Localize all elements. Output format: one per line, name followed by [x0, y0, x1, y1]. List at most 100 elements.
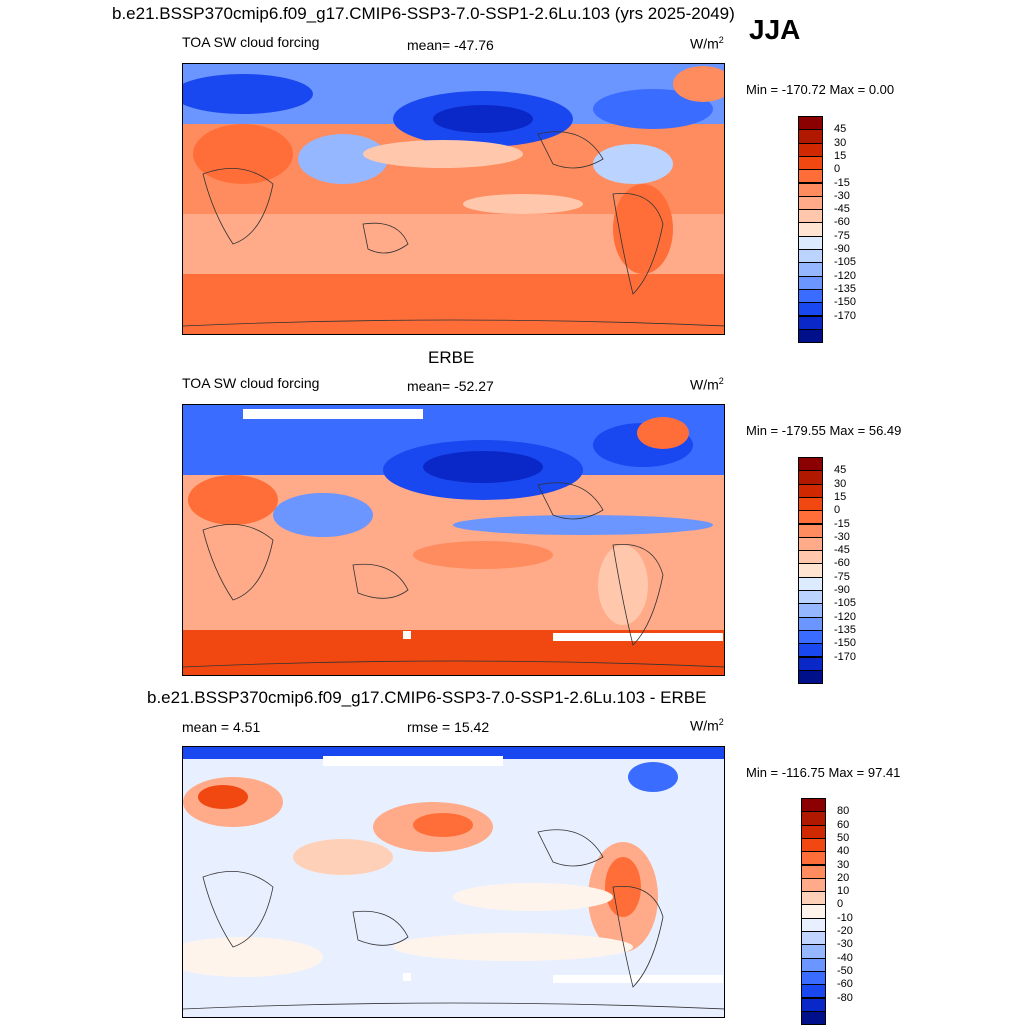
colorbar-swatch	[801, 997, 826, 1012]
colorbar-tick-label: 45	[834, 464, 847, 477]
colorbar-tick-label: -15	[834, 517, 850, 530]
season-label: JJA	[749, 14, 801, 45]
colorbar-tick-label: 40	[837, 845, 850, 858]
colorbar-swatch	[798, 510, 823, 525]
colorbar-tick-label: -30	[837, 938, 853, 951]
colorbar-tick-label: -170	[834, 650, 857, 663]
colorbar-swatch	[801, 891, 826, 906]
units-label: W/m2	[690, 35, 724, 52]
colorbar-swatch	[798, 195, 823, 211]
colorbar-tick-label: -20	[837, 925, 853, 937]
colorbar-tick-label: 0	[834, 504, 841, 517]
variable-label: TOA SW cloud forcing	[182, 34, 320, 50]
colorbar-tick-label: 30	[834, 136, 847, 149]
colorbar-swatch	[798, 169, 823, 184]
colorbar-swatch	[801, 917, 826, 932]
colorbar-swatch	[798, 483, 823, 498]
colorbar-tick-label: -120	[834, 269, 857, 282]
colorbar-tick-label: 20	[837, 871, 850, 884]
colorbar-swatch	[798, 643, 823, 658]
colorbar-swatch	[798, 656, 823, 671]
mean-label: mean= -47.76	[407, 37, 494, 53]
colorbar-swatch	[798, 536, 823, 552]
colorbar-swatch	[798, 669, 823, 685]
map-diff	[182, 746, 725, 1018]
colorbar-swatch	[798, 116, 823, 131]
colorbar-swatch	[798, 222, 823, 237]
colorbar-swatch	[798, 209, 823, 224]
map-model-field	[183, 64, 724, 334]
colorbar-tick-label: -40	[837, 951, 853, 964]
colorbar-tick-label: -50	[837, 964, 853, 977]
colorbar-tick-label: -60	[834, 216, 850, 229]
colorbar-tick-label: 30	[834, 477, 847, 490]
colorbar-swatch	[798, 262, 823, 277]
colorbar-tick-label: -120	[834, 610, 857, 623]
variable-label: TOA SW cloud forcing	[182, 375, 320, 391]
minmax-label: Min = -116.75 Max = 97.41	[746, 765, 901, 780]
colorbar-swatch	[801, 811, 826, 826]
units-label: W/m2	[690, 376, 724, 393]
colorbar-swatch	[798, 288, 823, 304]
colorbar-tick-label: -60	[837, 978, 853, 991]
colorbar-swatch	[801, 1010, 826, 1025]
units-label: W/m2	[690, 717, 724, 734]
colorbar-swatch	[798, 155, 823, 171]
colorbar-swatch	[801, 944, 826, 959]
colorbar-tick-label: -105	[834, 256, 857, 269]
colorbar-tick-label: 15	[834, 149, 847, 162]
colorbar-swatch	[801, 984, 826, 999]
colorbar-tick-label: -10	[837, 911, 853, 924]
colorbar-tick-label: -30	[834, 189, 850, 202]
colorbar-tick-label: 45	[834, 123, 847, 136]
colorbar-swatch	[798, 576, 823, 591]
mean-label: mean = 4.51	[182, 719, 261, 735]
colorbar-tick-label: -45	[834, 203, 850, 216]
colorbar-swatch	[801, 957, 826, 972]
colorbar-swatch	[801, 877, 826, 893]
colorbar-swatch	[798, 129, 823, 144]
map-obs	[182, 404, 725, 676]
colorbar-swatch	[798, 603, 823, 618]
colorbar-swatch	[798, 523, 823, 538]
colorbar-tick-label: -105	[834, 597, 857, 610]
colorbar-swatch	[801, 970, 826, 986]
colorbar-swatch	[801, 864, 826, 879]
map-obs-field	[183, 405, 724, 675]
colorbar-swatch	[798, 315, 823, 330]
colorbar-swatch	[798, 563, 823, 578]
colorbar-swatch	[798, 629, 823, 645]
colorbar-tick-label: -150	[834, 296, 857, 309]
colorbar-tick-label: -45	[834, 544, 850, 557]
mean-label: mean= -52.27	[407, 378, 494, 394]
colorbar-tick-label: -90	[834, 243, 850, 255]
colorbar-swatch	[801, 931, 826, 946]
colorbar-tick-label: 0	[834, 163, 841, 176]
colorbar-tick-label: 60	[837, 818, 850, 831]
colorbar-swatch	[798, 249, 823, 264]
colorbar-swatch	[798, 328, 823, 344]
colorbar-tick-label: -170	[834, 309, 857, 322]
colorbar-swatch	[798, 616, 823, 631]
colorbar-tick-label: -30	[834, 530, 850, 543]
colorbar-tick-label: 15	[834, 490, 847, 503]
map-diff-field	[183, 747, 724, 1017]
colorbar-swatch	[801, 837, 826, 853]
colorbar-swatch	[798, 302, 823, 317]
minmax-label: Min = -179.55 Max = 56.49	[746, 423, 902, 438]
colorbar-tick-label: -135	[834, 282, 857, 295]
colorbar-swatch	[798, 590, 823, 605]
model-title: b.e21.BSSP370cmip6.f09_g17.CMIP6-SSP3-7.…	[112, 4, 735, 23]
colorbar-tick-label: -150	[834, 637, 857, 650]
colorbar-swatch	[798, 182, 823, 197]
colorbar-tick-label: 30	[837, 858, 850, 871]
colorbar-tick-label: -75	[834, 229, 850, 242]
colorbar-swatch	[798, 275, 823, 290]
colorbar-tick-label: -80	[837, 991, 853, 1004]
panel-title: b.e21.BSSP370cmip6.f09_g17.CMIP6-SSP3-7.…	[147, 688, 707, 707]
colorbar-tick-label: 10	[837, 885, 850, 898]
colorbar-swatch	[798, 142, 823, 157]
colorbar-swatch	[801, 798, 826, 813]
colorbar-tick-label: 0	[837, 898, 844, 911]
minmax-label: Min = -170.72 Max = 0.00	[746, 82, 895, 97]
